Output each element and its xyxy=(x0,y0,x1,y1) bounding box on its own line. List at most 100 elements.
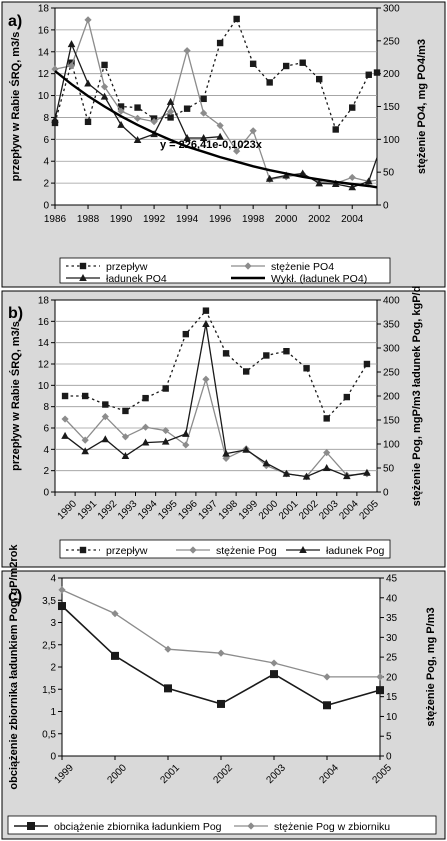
series-point-2-1 xyxy=(283,348,290,355)
legend-marker-3-1 xyxy=(27,822,35,830)
y2-tick-label: 35 xyxy=(386,613,398,624)
panel-letter: a) xyxy=(8,13,22,30)
y-tick-label: 18 xyxy=(38,296,50,307)
x-tick-label: 2002 xyxy=(308,214,331,225)
legend-label-1-2: stężenie PO4 xyxy=(271,261,334,273)
trendline-equation: y = 226,41e-0,1023x xyxy=(160,139,263,151)
series-point-2-1 xyxy=(363,360,371,368)
series-point-1-2 xyxy=(166,108,175,116)
y-axis-label: przepływ w Rabie ŚRQ, m3/s xyxy=(9,32,22,182)
legend-marker-1-2 xyxy=(244,262,252,270)
y-tick-label: 6 xyxy=(43,135,49,146)
series-point-1-3 xyxy=(84,79,92,87)
series-point-1-3 xyxy=(315,179,324,187)
x-tick-label: 1994 xyxy=(176,214,199,225)
series-point-2-1 xyxy=(323,415,330,422)
series-point-1-2 xyxy=(249,127,257,135)
y2-tick-label: 150 xyxy=(383,102,400,113)
legend-label-2-1: przepływ xyxy=(106,545,148,557)
legend-label-3-2: stężenie Pog w zbiorniku xyxy=(274,821,390,833)
y-tick-label: 0 xyxy=(43,201,49,212)
series-point-3-2 xyxy=(217,649,225,657)
panel-letter: c) xyxy=(8,588,22,605)
series-point-2-3 xyxy=(343,472,351,480)
y-tick-label: 3,5 xyxy=(42,596,56,607)
series-point-1-1 xyxy=(51,119,59,127)
series-point-3-1 xyxy=(111,651,119,660)
series-point-3-1 xyxy=(217,699,225,708)
y2-tick-label: 300 xyxy=(383,4,400,15)
series-point-1-3 xyxy=(117,120,125,128)
series-line-2-3 xyxy=(64,323,368,478)
series-point-2-2 xyxy=(101,413,109,421)
y2-tick-label: 100 xyxy=(383,440,400,451)
y2-tick-label: 100 xyxy=(383,135,400,146)
x-tick-label: 1988 xyxy=(77,214,100,225)
series-point-2-1 xyxy=(182,330,190,338)
y2-tick-label: 250 xyxy=(383,368,400,379)
series-point-3-2 xyxy=(58,586,66,594)
series-point-1-2 xyxy=(233,147,241,155)
series-point-2-3 xyxy=(161,437,170,445)
series-point-2-3 xyxy=(202,320,210,327)
series-point-1-2 xyxy=(67,62,76,70)
series-point-2-3 xyxy=(363,468,371,476)
y2-tick-label: 400 xyxy=(383,296,400,307)
legend-label-1-3: ładunek PO4 xyxy=(106,273,167,285)
x-tick-label: 1998 xyxy=(242,214,265,225)
series-point-2-3 xyxy=(81,447,89,455)
series-point-1-1 xyxy=(84,118,92,126)
legend-marker-3-2 xyxy=(247,822,255,830)
series-point-1-1 xyxy=(101,61,108,69)
y2-axis-label: stężenie PO4, mg PO4/m3 xyxy=(416,39,428,174)
y-tick-label: 0 xyxy=(43,488,49,499)
series-point-2-3 xyxy=(282,469,291,477)
series-point-3-2 xyxy=(270,659,278,667)
series-point-2-2 xyxy=(202,375,210,383)
series-line-2-2 xyxy=(64,376,367,478)
y2-tick-label: 40 xyxy=(386,593,398,604)
y-tick-label: 1 xyxy=(50,707,56,718)
legend-marker-1-1 xyxy=(79,262,87,270)
series-point-2-2 xyxy=(61,415,69,423)
legend-label-2-3: ładunek Pog xyxy=(326,545,385,557)
series-point-2-2 xyxy=(81,436,89,444)
series-point-1-2 xyxy=(133,114,142,122)
series-point-1-1 xyxy=(266,79,273,86)
legend-marker-2-1 xyxy=(79,546,87,554)
series-point-2-1 xyxy=(343,393,351,401)
series-point-1-3 xyxy=(183,134,191,142)
series-point-2-3 xyxy=(121,452,130,459)
y-tick-label: 16 xyxy=(38,25,50,36)
y-tick-label: 10 xyxy=(38,91,50,102)
y-tick-label: 18 xyxy=(38,4,50,15)
series-point-1-3 xyxy=(51,115,59,123)
y2-tick-label: 10 xyxy=(386,712,398,723)
y-tick-label: 16 xyxy=(38,317,50,328)
series-point-2-3 xyxy=(141,438,150,446)
series-point-1-2 xyxy=(200,109,208,117)
y-tick-label: 14 xyxy=(38,47,50,58)
series-point-1-1 xyxy=(200,95,207,103)
series-point-2-1 xyxy=(263,352,270,359)
y2-tick-label: 45 xyxy=(386,574,398,585)
series-point-1-3 xyxy=(100,92,109,100)
legend-marker-1-3 xyxy=(79,274,87,281)
panel-3-plot-area xyxy=(61,577,381,757)
series-point-1-1 xyxy=(249,60,257,68)
series-point-1-1 xyxy=(117,103,125,110)
series-point-1-2 xyxy=(150,118,158,126)
x-tick-label: 1990 xyxy=(110,214,133,225)
series-point-1-1 xyxy=(373,69,381,76)
series-point-2-1 xyxy=(142,394,149,402)
series-point-1-2 xyxy=(117,107,125,115)
y2-tick-label: 15 xyxy=(386,692,398,703)
y2-tick-label: 350 xyxy=(383,320,400,331)
series-point-1-1 xyxy=(233,15,240,23)
y-tick-label: 14 xyxy=(38,338,50,349)
series-point-2-1 xyxy=(202,307,210,314)
legend-box xyxy=(7,815,437,835)
x-tick-label: 1992 xyxy=(143,214,166,225)
y-tick-label: 8 xyxy=(43,113,49,124)
y2-tick-label: 5 xyxy=(386,732,392,743)
